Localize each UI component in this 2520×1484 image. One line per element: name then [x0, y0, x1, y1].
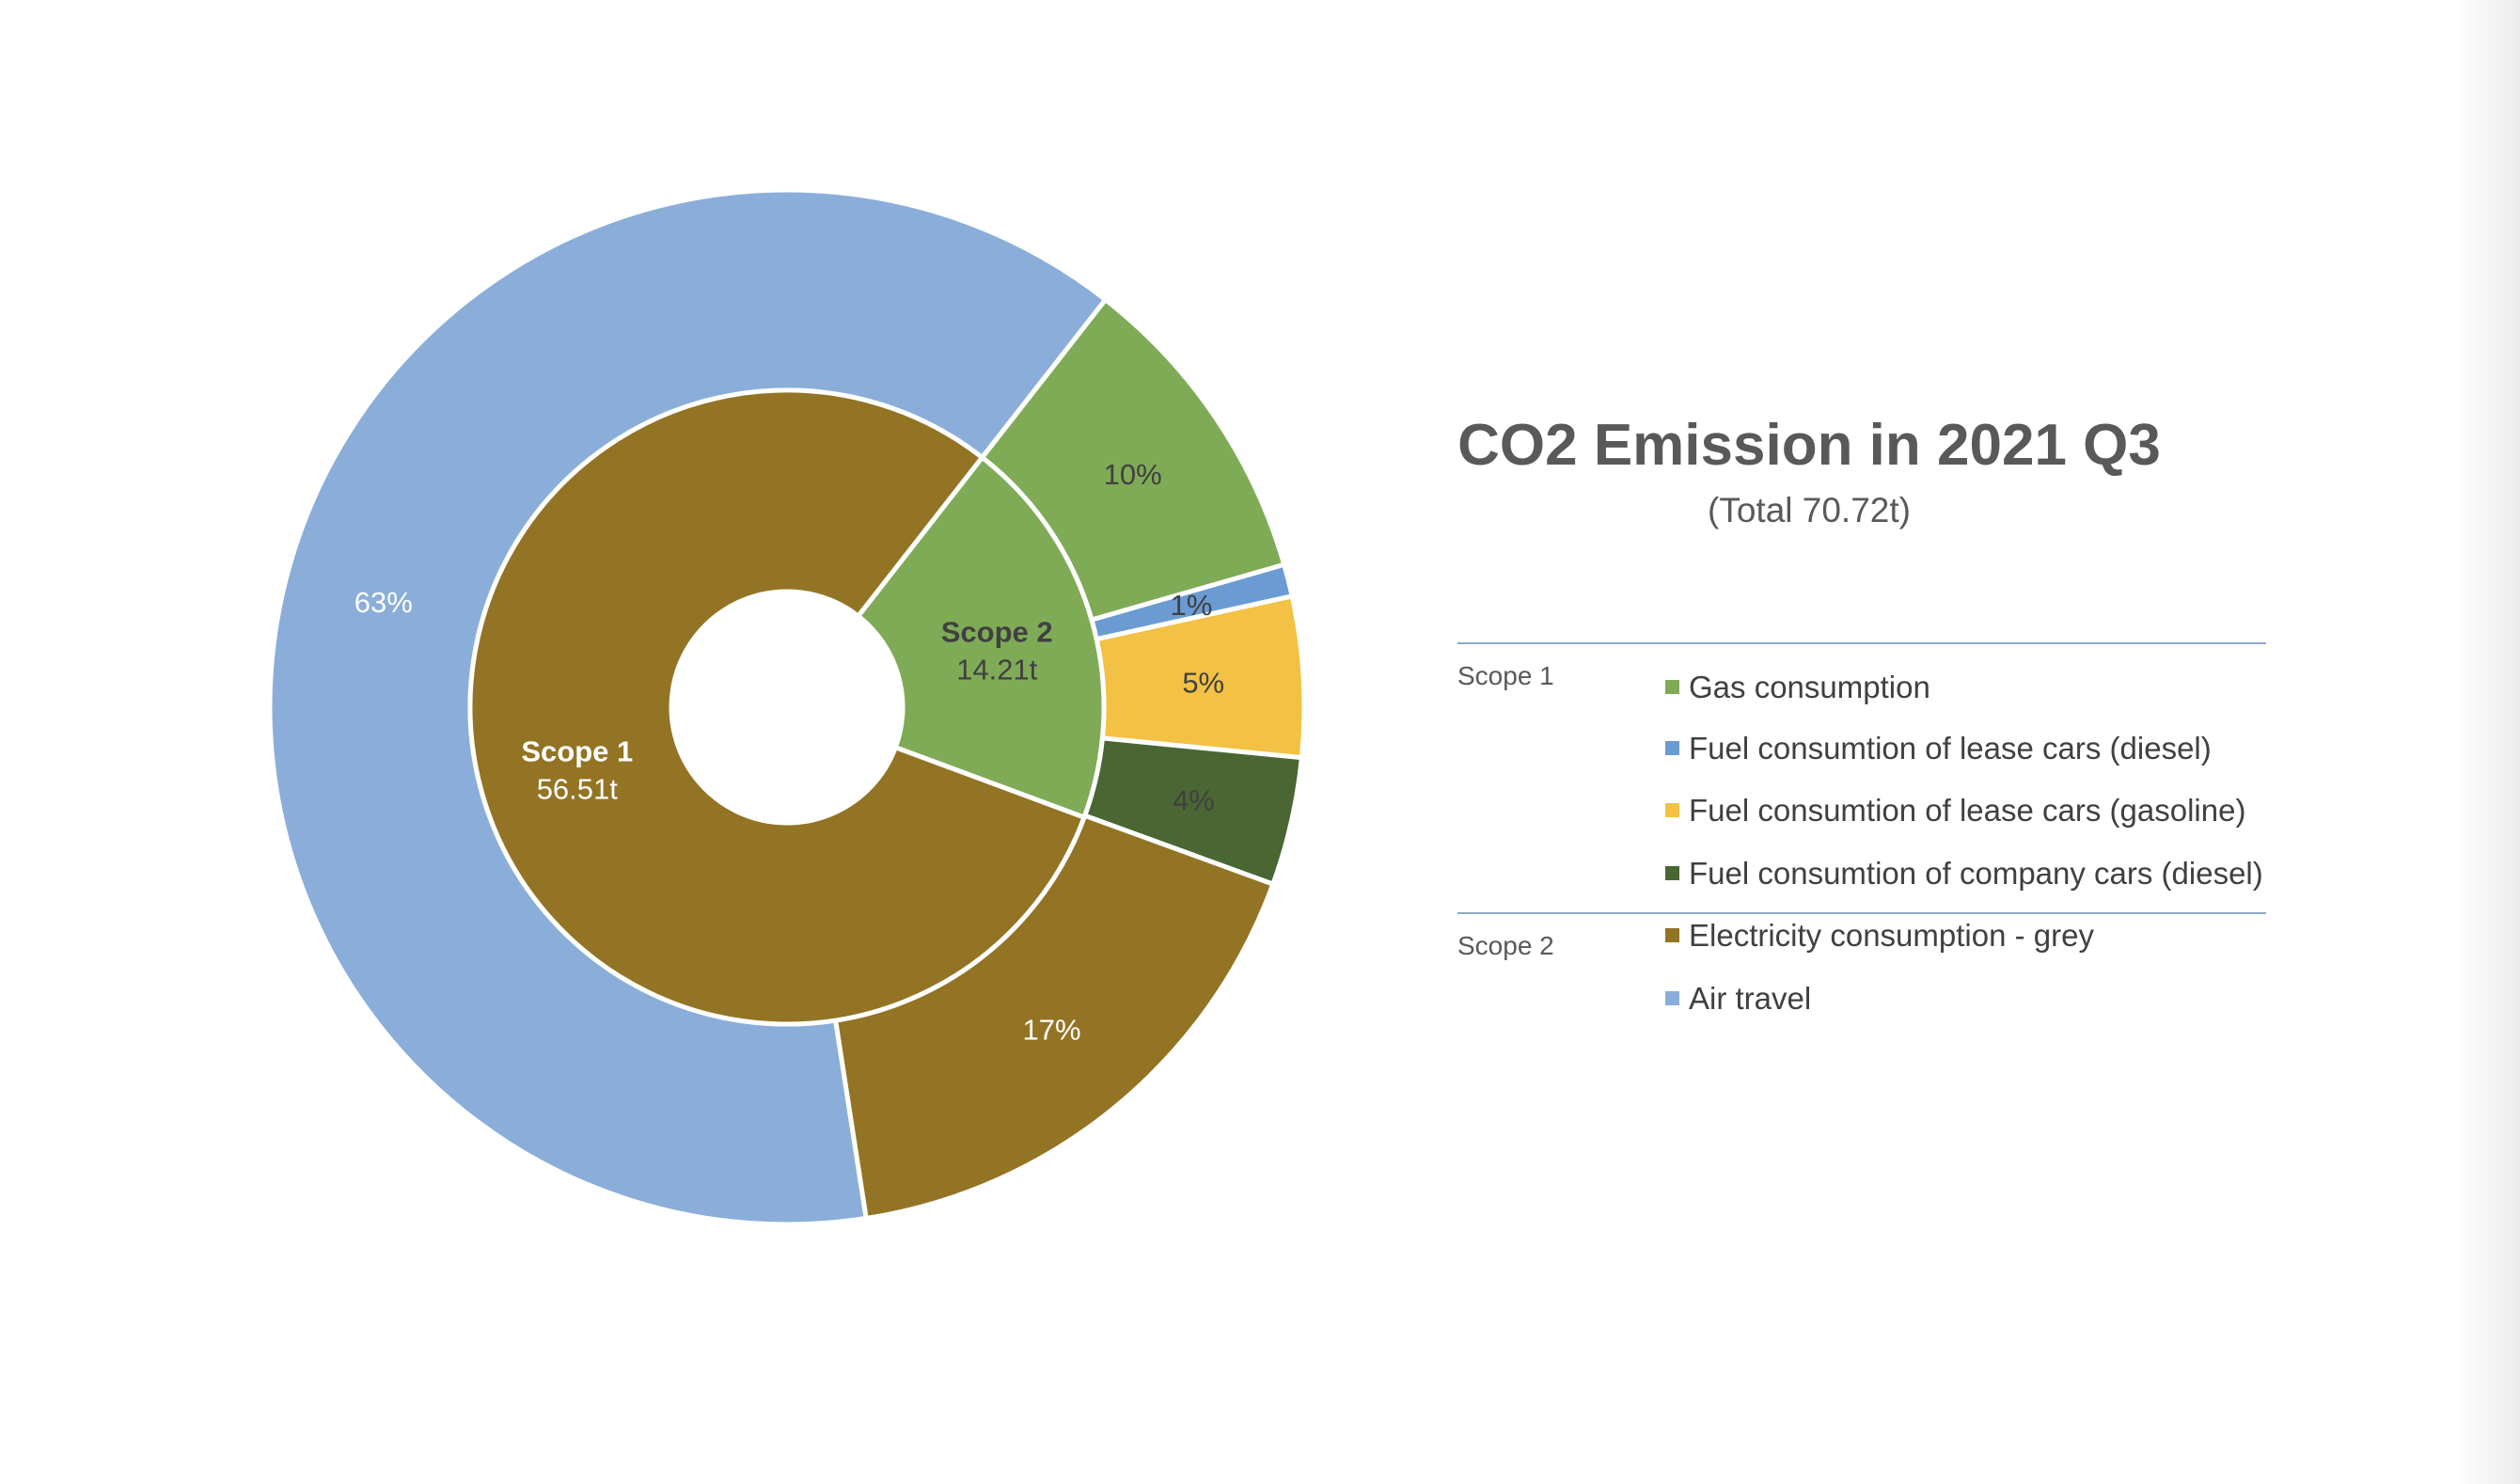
chart-title: CO2 Emission in 2021 Q3 [1457, 413, 2161, 478]
inner-slice-scope-2 [855, 453, 1107, 821]
legend-item-label: Air travel [1689, 981, 1811, 1016]
legend-group-label: Scope 2 [1457, 931, 1554, 960]
legend-group-label: Scope 1 [1457, 661, 1554, 690]
legend-swatch [1665, 680, 1679, 694]
legend-item-label: Electricity consumption - grey [1689, 918, 2094, 953]
legend-swatch [1665, 928, 1679, 942]
legend-swatch [1665, 803, 1679, 817]
inner-slice-scope-1 [467, 387, 1088, 1027]
legend-item-label: Fuel consumtion of company cars (diesel) [1689, 856, 2263, 891]
outer-slice-label: 4% [1173, 783, 1215, 816]
inner-slice-value: 56.51t [537, 772, 619, 805]
outer-slice-label: 5% [1182, 667, 1224, 700]
legend-swatch [1665, 866, 1679, 880]
inner-slice-name: Scope 2 [941, 616, 1053, 649]
legend-swatch [1665, 991, 1679, 1005]
legend-item-label: Gas consumption [1689, 670, 1930, 704]
outer-slice-label: 63% [354, 586, 413, 619]
legend: Scope 1 Gas consumption Fuel consumtion of… [1457, 642, 2266, 1016]
legend-item-label: Fuel consumtion of lease cars (gasoline) [1689, 793, 2245, 828]
outer-slice-label: 17% [1022, 1014, 1080, 1047]
outer-slice-label: 1% [1171, 589, 1213, 622]
inner-slice-name: Scope 1 [521, 734, 633, 767]
inner-slice-value: 14.21t [956, 654, 1038, 687]
window-edge [2454, 0, 2520, 1484]
legend-item-label: Fuel consumtion of lease cars (diesel) [1689, 731, 2212, 766]
legend-swatch [1665, 741, 1679, 755]
outer-slice-label: 10% [1104, 458, 1162, 491]
chart-subtitle: (Total 70.72t) [1708, 491, 1911, 529]
